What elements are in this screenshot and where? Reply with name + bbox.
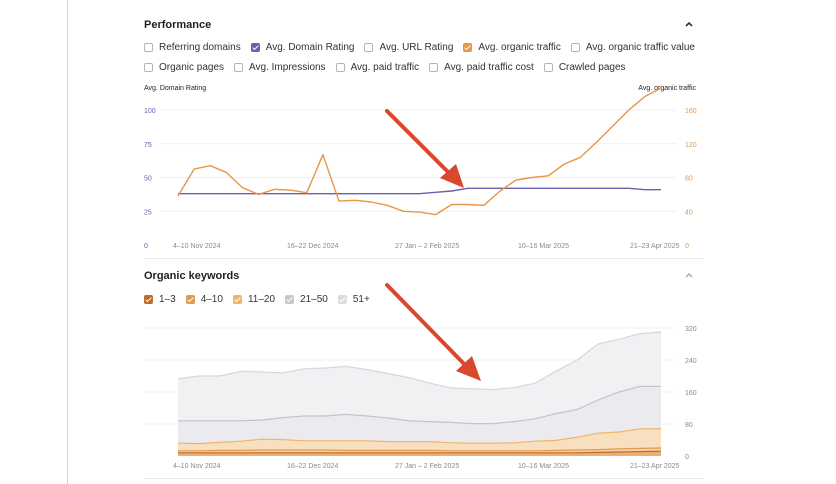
chevron-up-icon xyxy=(685,273,693,278)
checkbox-label: 51+ xyxy=(352,294,370,305)
checkbox-label: Avg. organic traffic xyxy=(478,42,561,53)
left-tick-label: 75 xyxy=(144,142,152,149)
x-tick-label: 21–23 Apr 2025 xyxy=(630,463,680,470)
left-tick-label: 25 xyxy=(144,209,152,216)
checkbox-label: Crawled pages xyxy=(558,62,626,73)
page-left-rule xyxy=(67,0,68,484)
checkbox-label: Avg. organic traffic value xyxy=(585,42,695,53)
checkbox-label: Avg. Domain Rating xyxy=(265,42,355,53)
checkbox-checked-icon[interactable] xyxy=(232,295,242,304)
checkbox-label: Avg. URL Rating xyxy=(379,42,454,53)
organic-keywords-title: Organic keywords xyxy=(144,270,240,282)
right-tick-label: 320 xyxy=(685,326,697,333)
checkbox-unchecked-icon[interactable] xyxy=(234,63,244,72)
right-tick-label: 0 xyxy=(685,243,689,250)
checkbox-avg-paid-traffic-cost[interactable]: Avg. paid traffic cost xyxy=(429,62,534,73)
area-line-21-50 xyxy=(178,385,661,425)
checkbox-avg-organic-traffic[interactable]: Avg. organic traffic xyxy=(463,42,561,53)
checkbox-organic-pages[interactable]: Organic pages xyxy=(144,62,224,73)
checkbox-unchecked-icon[interactable] xyxy=(570,43,580,52)
area-line-11-20 xyxy=(177,428,661,445)
right-tick-label: 240 xyxy=(685,358,697,365)
right-tick-label: 80 xyxy=(685,176,693,183)
checkbox-checked-icon[interactable] xyxy=(144,295,153,304)
checkbox-checked-icon[interactable] xyxy=(463,43,473,52)
checkbox-11-20[interactable]: 11–20 xyxy=(232,294,276,305)
x-tick-label: 10–16 Mar 2025 xyxy=(518,243,569,250)
right-axis-title: Avg. organic traffic xyxy=(638,85,696,92)
checkbox-referring-domains[interactable]: Referring domains xyxy=(144,42,241,53)
right-tick-label: 160 xyxy=(685,108,697,115)
x-tick-label: 16–22 Dec 2024 xyxy=(287,243,338,250)
checkbox-label: Avg. paid traffic xyxy=(350,62,420,73)
series-line-avg-organic-traffic xyxy=(177,87,662,216)
checkbox-21-50[interactable]: 21–50 xyxy=(285,294,328,305)
checkbox-label: Organic pages xyxy=(159,62,225,73)
checkbox-checked-icon[interactable] xyxy=(250,43,260,52)
checkbox-label: 4–10 xyxy=(200,294,223,305)
checkbox-unchecked-icon[interactable] xyxy=(144,63,153,72)
checkbox-label: 1–3 xyxy=(159,294,176,305)
annotation-arrow-bottom xyxy=(385,283,481,381)
x-tick-label: 27 Jan – 2 Feb 2025 xyxy=(395,463,459,470)
area-51 xyxy=(178,332,661,424)
checkbox-unchecked-icon[interactable] xyxy=(364,43,374,52)
bottom-divider xyxy=(144,478,704,479)
section-divider xyxy=(144,258,704,259)
checkbox-label: 11–20 xyxy=(247,294,276,305)
performance-title: Performance xyxy=(144,19,212,31)
x-tick-label: 16–22 Dec 2024 xyxy=(287,463,338,470)
checkbox-label: 21–50 xyxy=(300,294,328,305)
area-4-10 xyxy=(178,448,661,453)
checkbox-avg-impressions[interactable]: Avg. Impressions xyxy=(234,62,326,73)
checkbox-label: Avg. paid traffic cost xyxy=(444,62,534,73)
checkbox-checked-icon[interactable] xyxy=(337,295,347,304)
checkbox-avg-organic-traffic-value[interactable]: Avg. organic traffic value xyxy=(570,42,695,53)
checkbox-unchecked-icon[interactable] xyxy=(543,63,553,72)
performance-metrics-row1: Referring domains Avg. Domain Rating Avg. … xyxy=(144,42,705,53)
left-axis-title: Avg. Domain Rating xyxy=(144,85,207,92)
checkbox-checked-icon[interactable] xyxy=(185,295,195,304)
checkbox-unchecked-icon[interactable] xyxy=(335,63,345,72)
x-tick-label: 4–10 Nov 2024 xyxy=(173,243,221,250)
area-line-4-10 xyxy=(178,447,662,452)
x-tick-label: 10–16 Mar 2025 xyxy=(518,463,569,470)
right-tick-label: 160 xyxy=(685,390,697,397)
chevron-up-icon xyxy=(685,21,693,27)
checkbox-avg-domain-rating[interactable]: Avg. Domain Rating xyxy=(250,42,355,53)
right-tick-label: 120 xyxy=(685,142,697,149)
performance-collapse-icon[interactable] xyxy=(683,18,695,30)
checkbox-51[interactable]: 51+ xyxy=(337,294,370,305)
x-tick-label: 4–10 Nov 2024 xyxy=(173,463,221,470)
checkbox-label: Referring domains xyxy=(159,42,241,53)
checkbox-avg-paid-traffic[interactable]: Avg. paid traffic xyxy=(335,62,420,73)
x-tick-label: 27 Jan – 2 Feb 2025 xyxy=(395,243,459,250)
right-tick-label: 80 xyxy=(685,422,693,429)
left-tick-label: 0 xyxy=(144,243,148,250)
organic-keywords-collapse-icon[interactable] xyxy=(683,269,695,281)
performance-chart: 0 25 50 75 100 0 40 80 120 160 4–10 Nov 2024 16–22 … xyxy=(144,87,697,250)
performance-metrics-row2: Organic pages Avg. Impressions Avg. paid t… xyxy=(144,62,636,73)
right-tick-label: 0 xyxy=(685,454,689,461)
checkbox-1-3[interactable]: 1–3 xyxy=(144,294,176,305)
checkbox-checked-icon[interactable] xyxy=(285,295,295,304)
organic-keywords-legend: 1–3 4–10 11–20 21–50 51+ xyxy=(144,294,380,305)
checkbox-4-10[interactable]: 4–10 xyxy=(185,294,223,305)
left-tick-label: 100 xyxy=(144,108,156,115)
checkbox-avg-url-rating[interactable]: Avg. URL Rating xyxy=(364,42,453,53)
checkbox-label: Avg. Impressions xyxy=(249,62,326,73)
checkbox-unchecked-icon[interactable] xyxy=(429,63,439,72)
right-tick-label: 40 xyxy=(685,209,693,216)
x-tick-label: 21–23 Apr 2025 xyxy=(630,243,680,250)
left-tick-label: 50 xyxy=(144,176,152,183)
checkbox-crawled-pages[interactable]: Crawled pages xyxy=(543,62,626,73)
checkbox-unchecked-icon[interactable] xyxy=(144,43,153,52)
area-line-1-3 xyxy=(178,450,662,454)
area-line-51 xyxy=(177,331,662,391)
area-11-20 xyxy=(178,428,661,451)
area-21-50 xyxy=(178,386,661,444)
area-1-3 xyxy=(178,451,661,456)
